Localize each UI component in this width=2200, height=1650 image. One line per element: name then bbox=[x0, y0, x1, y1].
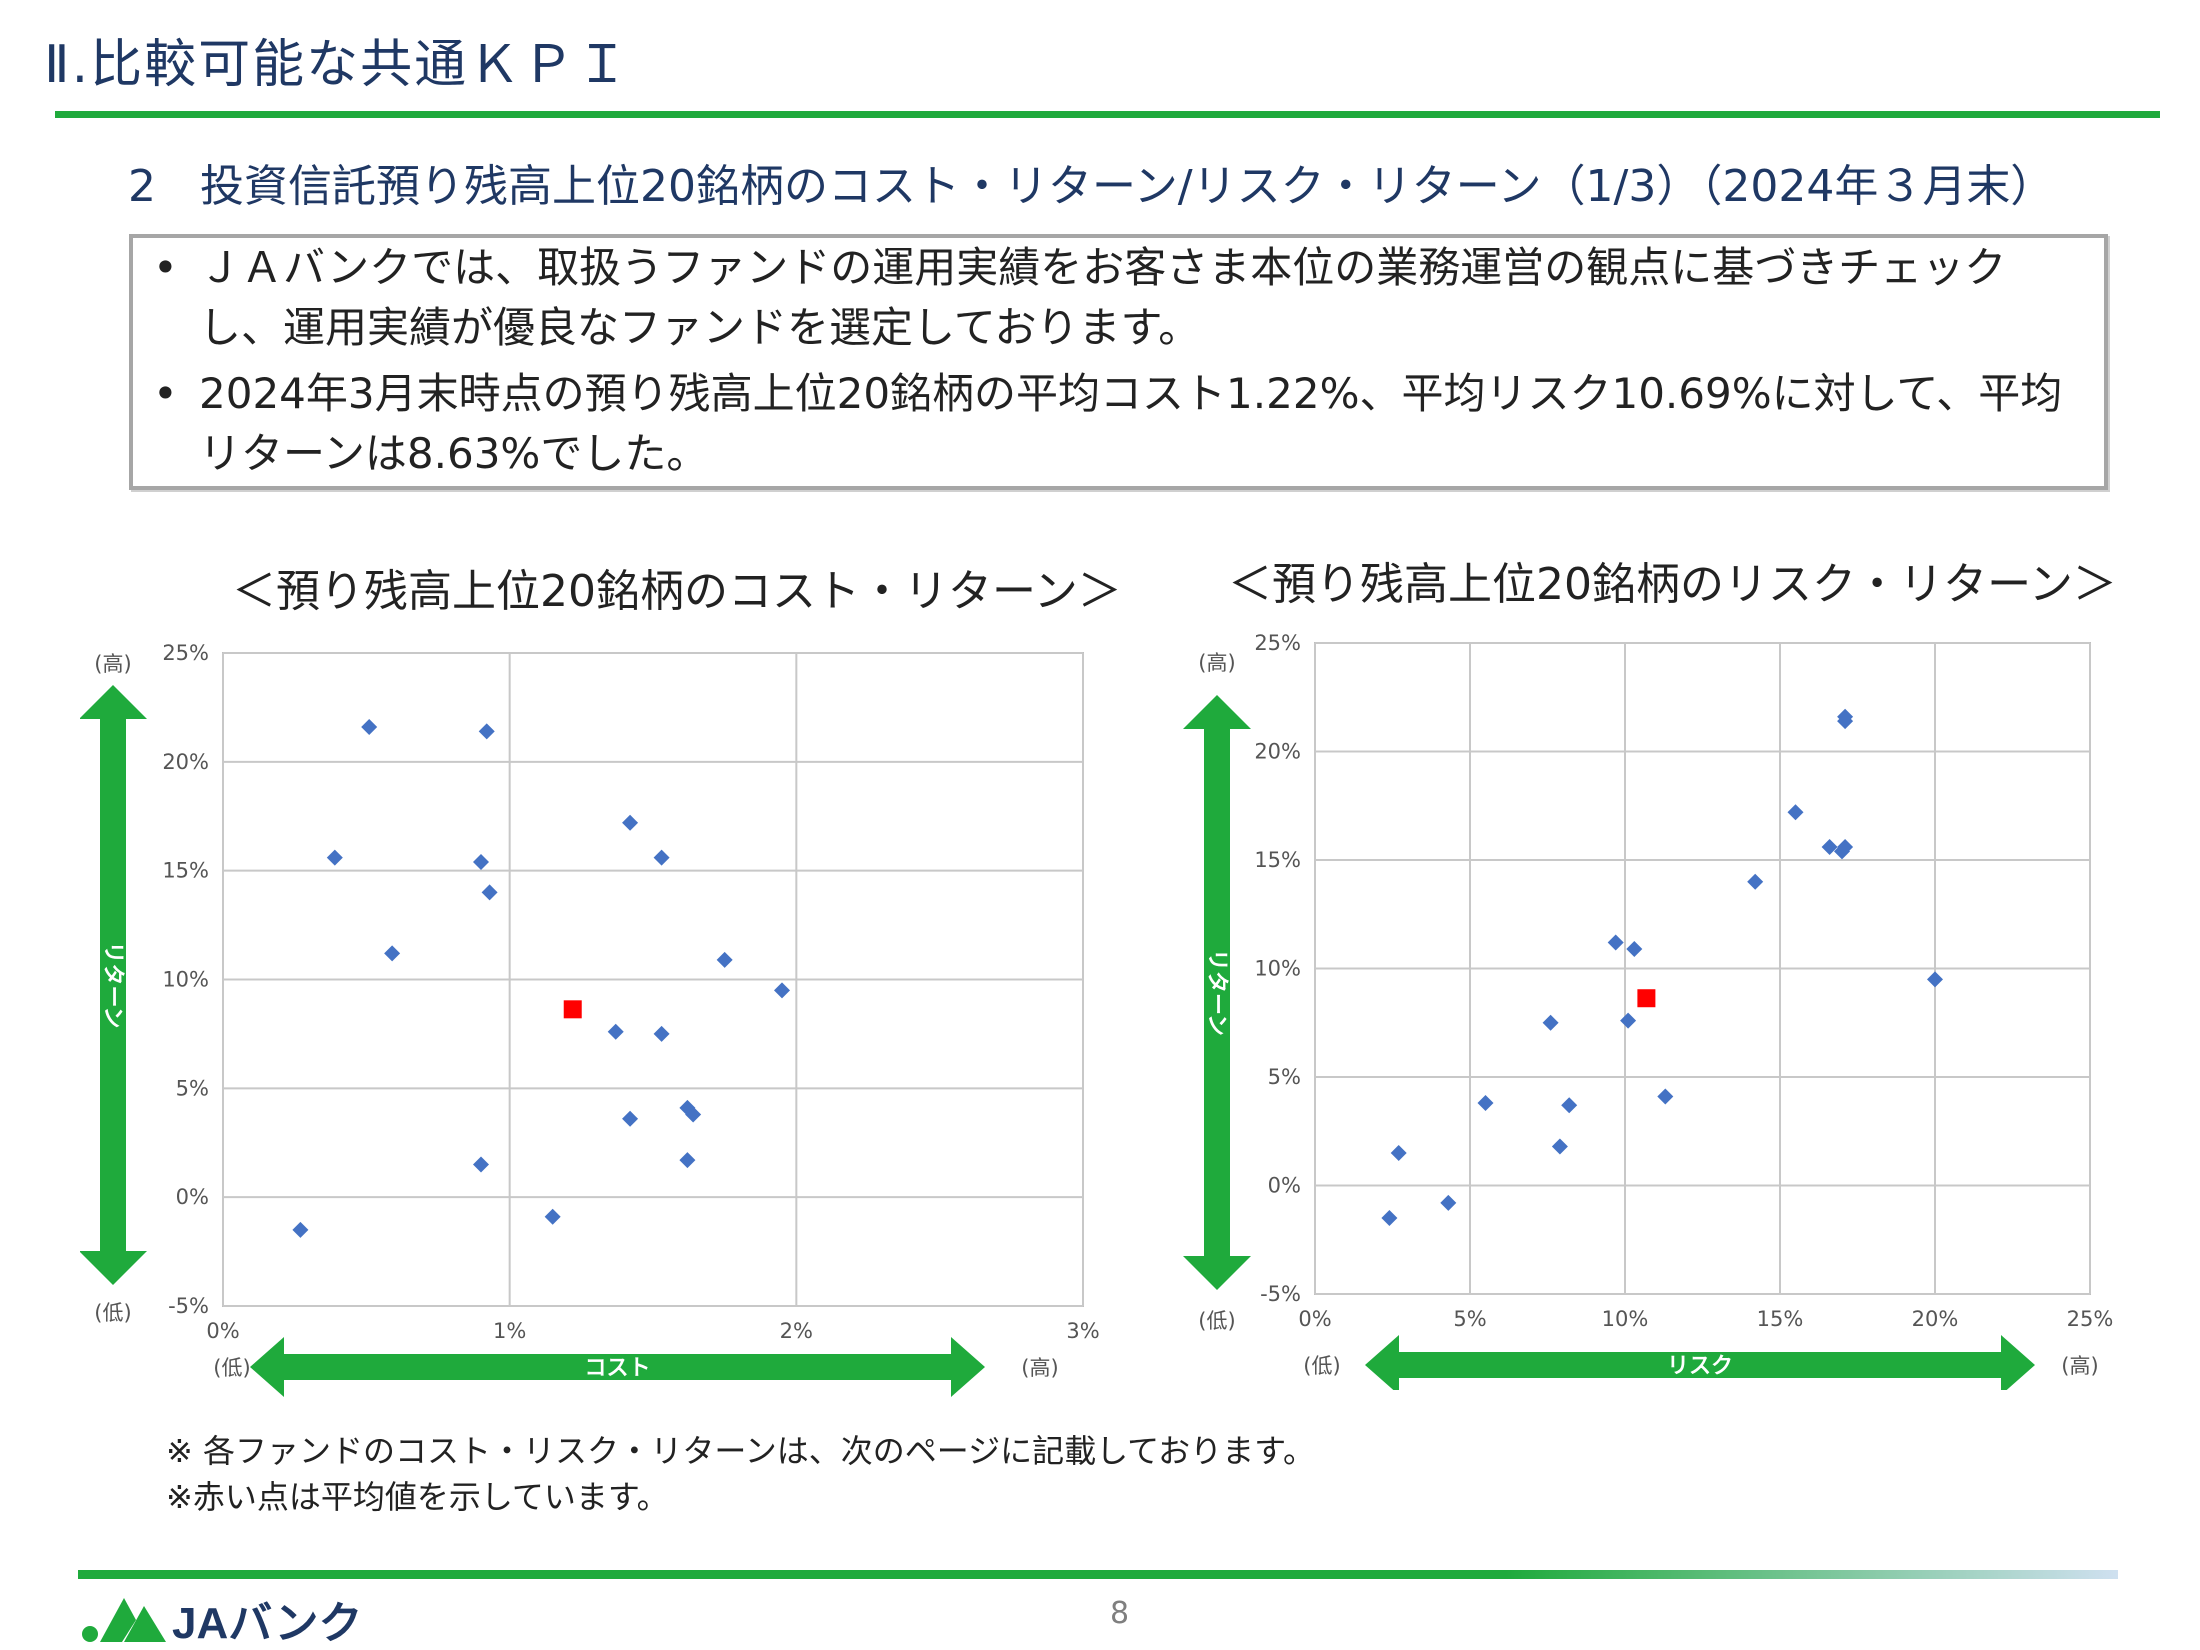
x-tick-label: 5% bbox=[1453, 1307, 1486, 1331]
y-axis-label: リターン bbox=[100, 942, 125, 1029]
data-point bbox=[384, 945, 401, 962]
y-tick-label: -5% bbox=[1260, 1282, 1301, 1306]
x-tick-label: 3% bbox=[1066, 1319, 1099, 1343]
data-point bbox=[1561, 1097, 1578, 1114]
high-label: (高) bbox=[1021, 1356, 1058, 1380]
chart-title-cost-return: ＜預り残高上位20銘柄のコスト・リターン＞ bbox=[232, 566, 1122, 617]
low-label: (低) bbox=[1198, 1309, 1235, 1333]
footnote: ※赤い点は平均値を示しています。 bbox=[166, 1478, 669, 1516]
y-tick-label: 5% bbox=[1268, 1065, 1301, 1089]
vertical-axis-arrow bbox=[80, 685, 147, 1285]
risk-return-chart: 25%20%15%10%5%0%-5%0% 5% 10% 15% 20% 25%リターンリ… bbox=[1183, 631, 2114, 1390]
data-point bbox=[1821, 838, 1838, 855]
data-point bbox=[653, 1025, 670, 1042]
low-label: (低) bbox=[213, 1356, 250, 1380]
data-point bbox=[1837, 708, 1854, 725]
x-tick-label: 0% bbox=[1298, 1307, 1331, 1331]
data-point bbox=[544, 1208, 561, 1225]
x-tick-label: 0% bbox=[206, 1319, 239, 1343]
data-point bbox=[679, 1152, 696, 1169]
bullet-mark: • bbox=[153, 243, 178, 292]
data-point bbox=[481, 884, 498, 901]
low-label: (低) bbox=[94, 1301, 131, 1325]
data-point bbox=[774, 982, 790, 999]
x-tick-label: 1% bbox=[493, 1319, 526, 1343]
data-point bbox=[1747, 873, 1764, 890]
bullet-mark: • bbox=[153, 369, 178, 418]
vertical-axis-arrow bbox=[1183, 695, 1251, 1290]
data-point bbox=[653, 849, 670, 866]
average-point bbox=[1637, 989, 1656, 1008]
bullet-text: 2024年3月末時点の預り残高上位20銘柄の平均コスト1.22%、平均リスク10… bbox=[199, 369, 2063, 478]
data-point bbox=[1837, 838, 1854, 855]
data-point bbox=[361, 719, 378, 736]
data-point bbox=[292, 1221, 309, 1238]
section-subtitle: 2 投資信託預り残高上位20銘柄のコスト・リターン/リスク・リターン（1/3）（… bbox=[128, 161, 2055, 212]
x-tick-label: 15% bbox=[1757, 1307, 1804, 1331]
summary-box: • ＪＡバンクでは、取扱うファンドの運用実績をお客さま本位の業務運営の観点に基づ… bbox=[129, 234, 2108, 490]
data-point bbox=[1620, 1012, 1637, 1029]
y-tick-label: 20% bbox=[162, 750, 209, 774]
x-tick-label: 20% bbox=[1912, 1307, 1959, 1331]
bullet-text: ＪＡバンクでは、取扱うファンドの運用実績をお客さま本位の業務運営の観点に基づきチ… bbox=[199, 243, 2007, 352]
data-point bbox=[1626, 940, 1643, 957]
data-point bbox=[1381, 1210, 1398, 1227]
logo-text: JAバンク bbox=[172, 1599, 362, 1646]
footnote: ※ 各ファンドのコスト・リスク・リターンは、次のページに記載しております。 bbox=[166, 1432, 1315, 1470]
high-label: (高) bbox=[1198, 651, 1235, 675]
data-point bbox=[1927, 971, 1943, 988]
data-point bbox=[607, 1023, 624, 1040]
data-point bbox=[1787, 804, 1804, 821]
data-point bbox=[473, 1156, 489, 1173]
x-tick-label: 2% bbox=[780, 1319, 813, 1343]
data-point bbox=[1551, 1138, 1568, 1155]
data-point bbox=[622, 814, 639, 831]
data-point bbox=[622, 1110, 639, 1127]
y-tick-label: 10% bbox=[1254, 957, 1301, 981]
data-point bbox=[685, 1106, 702, 1123]
data-point bbox=[1607, 934, 1624, 951]
x-tick-label: 25% bbox=[2067, 1307, 2114, 1331]
y-tick-label: 25% bbox=[162, 641, 209, 665]
data-point bbox=[1657, 1088, 1674, 1105]
high-label: (高) bbox=[94, 652, 131, 676]
horizontal-axis-arrow bbox=[250, 1337, 985, 1397]
y-tick-label: 25% bbox=[1254, 631, 1301, 655]
ja-bank-logo: JAバンク bbox=[80, 1590, 380, 1648]
y-tick-label: 0% bbox=[176, 1185, 209, 1209]
page-title: Ⅱ.比較可能な共通ＫＰＩ bbox=[44, 35, 631, 95]
chart-title-risk-return: ＜預り残高上位20銘柄のリスク・リターン＞ bbox=[1228, 559, 2117, 610]
data-point bbox=[473, 853, 489, 870]
data-point bbox=[1477, 1095, 1494, 1112]
y-tick-label: 10% bbox=[162, 968, 209, 992]
horizontal-axis-arrow bbox=[1365, 1335, 2035, 1390]
data-point bbox=[1542, 1014, 1559, 1031]
high-label: (高) bbox=[2061, 1354, 2098, 1378]
y-tick-label: 15% bbox=[1254, 848, 1301, 872]
footer-divider bbox=[78, 1570, 2118, 1579]
title-divider bbox=[55, 111, 2160, 118]
y-tick-label: 5% bbox=[176, 1076, 209, 1100]
ja-logo-mark-icon: JAバンク bbox=[82, 1598, 362, 1648]
x-axis-label: コスト bbox=[584, 1356, 650, 1381]
footnotes: ※ 各ファンドのコスト・リスク・リターンは、次のページに記載しております。 ※赤… bbox=[166, 1428, 1315, 1520]
data-point bbox=[716, 951, 733, 968]
x-tick-label: 10% bbox=[1602, 1307, 1649, 1331]
y-tick-label: 20% bbox=[1254, 740, 1301, 764]
y-tick-label: 15% bbox=[162, 859, 209, 883]
average-point bbox=[563, 1000, 582, 1019]
y-tick-label: 0% bbox=[1268, 1174, 1301, 1198]
x-axis-label: リスク bbox=[1667, 1354, 1733, 1379]
page-number: 8 bbox=[1110, 1596, 1130, 1631]
data-point bbox=[326, 849, 343, 866]
y-axis-label: リターン bbox=[1204, 949, 1229, 1036]
data-point bbox=[1390, 1144, 1407, 1161]
y-tick-label: -5% bbox=[168, 1294, 209, 1318]
data-point bbox=[1440, 1194, 1457, 1211]
low-label: (低) bbox=[1303, 1354, 1340, 1378]
cost-return-chart: 25%20%15%10%5%0%-5%0% 1% 2% 3%リターンコスト(高)(低)… bbox=[80, 641, 1100, 1397]
data-point bbox=[478, 723, 495, 740]
